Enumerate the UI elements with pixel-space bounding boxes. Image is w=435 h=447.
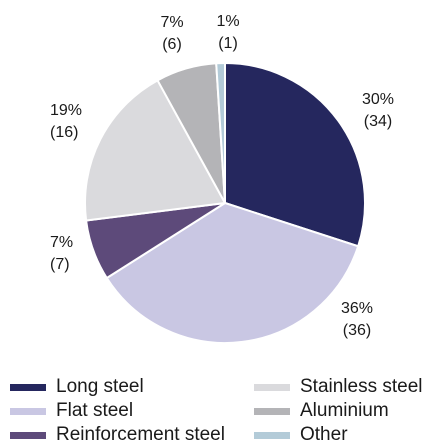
legend-item-long-steel: Long steel xyxy=(10,376,144,398)
slice-value-label: (36) xyxy=(343,322,371,339)
legend-item-flat-steel: Flat steel xyxy=(10,400,133,422)
slice-percent-label: 19% xyxy=(50,102,82,119)
legend-item-reinforcement-steel: Reinforcement steel xyxy=(10,424,225,446)
legend-label: Reinforcement steel xyxy=(56,424,225,445)
slice-value-label: (16) xyxy=(50,124,78,141)
legend-item-stainless-steel: Stainless steel xyxy=(254,376,423,398)
slice-percent-label: 30% xyxy=(362,91,394,108)
legend: Long steel Flat steel Reinforcement stee… xyxy=(10,376,435,447)
legend-item-aluminium: Aluminium xyxy=(254,400,389,422)
legend-label: Stainless steel xyxy=(300,376,423,397)
legend-swatch xyxy=(10,383,46,391)
slice-percent-label: 7% xyxy=(50,234,73,251)
pie-slice-flat-steel xyxy=(105,201,360,344)
slice-value-label: (1) xyxy=(218,35,238,52)
legend-label: Flat steel xyxy=(56,400,134,421)
slice-percent-label: 36% xyxy=(341,300,373,317)
legend-label: Long steel xyxy=(56,376,144,397)
legend-swatch xyxy=(254,407,290,415)
pie-slice-stainless-steel xyxy=(84,78,227,222)
legend-item-other: Other xyxy=(254,424,348,446)
slice-value-label: (34) xyxy=(364,113,392,130)
pie-chart: 30% (34) 36% (36) 7% (7) 19% (16) 7% (6) 1% (1) xyxy=(50,13,394,344)
legend-swatch xyxy=(254,383,290,391)
pie-slice-long-steel xyxy=(224,61,366,248)
legend-swatch xyxy=(10,407,46,415)
pie-slice-other xyxy=(215,61,226,204)
legend-label: Other xyxy=(300,424,348,445)
legend-swatch xyxy=(254,431,290,439)
legend-swatch xyxy=(10,431,46,439)
slice-percent-label: 1% xyxy=(216,13,239,30)
slice-value-label: (6) xyxy=(162,36,182,53)
slice-labels: 30% (34) 36% (36) 7% (7) 19% (16) 7% (6) 1% (1) xyxy=(50,13,394,339)
pie-slices xyxy=(84,61,366,344)
legend-label: Aluminium xyxy=(300,400,389,421)
slice-value-label: (7) xyxy=(50,256,70,273)
slice-percent-label: 7% xyxy=(160,14,183,31)
